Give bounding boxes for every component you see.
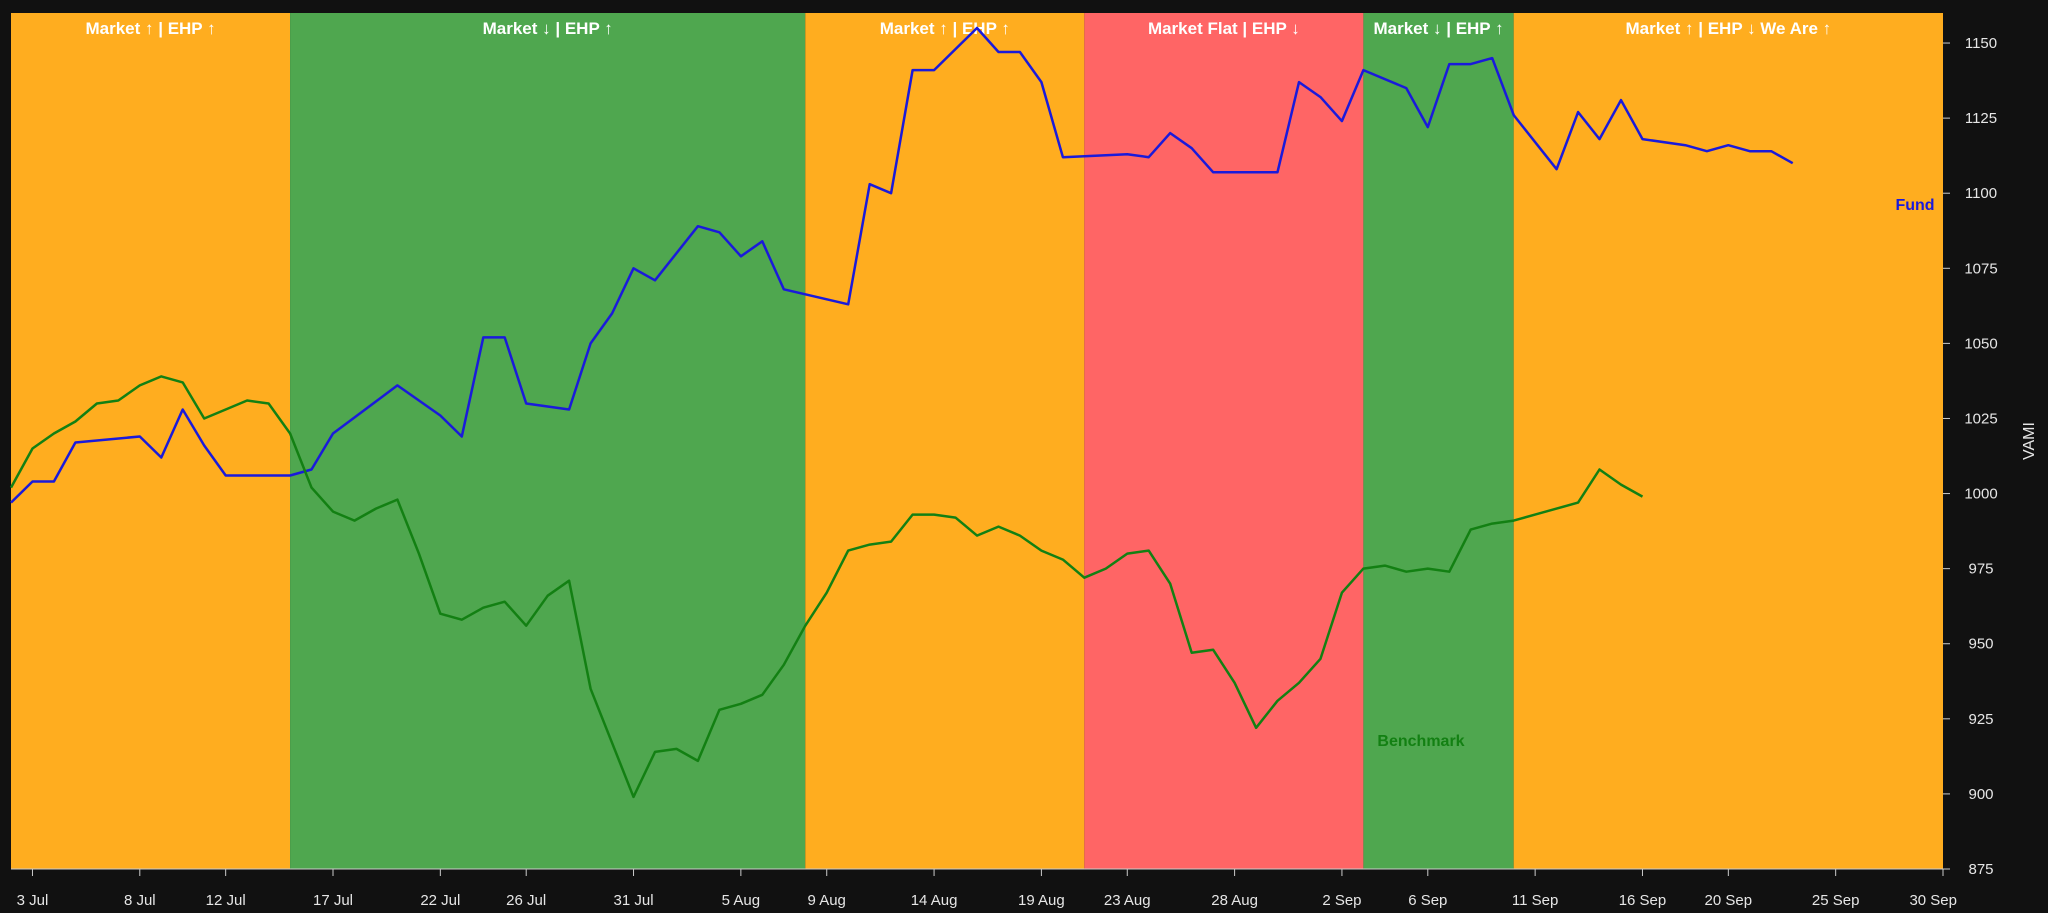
x-tick-label: 16 Sep	[1619, 892, 1667, 909]
y-tick-label: 1125	[1965, 110, 1997, 127]
regime-band-label-4: Market Flat | EHP ↓	[1148, 19, 1300, 38]
x-tick-label: 9 Aug	[808, 892, 846, 909]
fund-line	[10, 26, 1794, 504]
series-labels: Fund Benchmark	[1377, 197, 1934, 750]
y-tick-label: 975	[1968, 561, 1993, 578]
y-tick-label: 900	[1968, 786, 1993, 803]
x-tick-label: 14 Aug	[911, 892, 958, 909]
y-tick-label: 950	[1968, 636, 1993, 653]
y-tick-label: 1100	[1965, 185, 1997, 202]
fund-series-label: Fund	[1895, 197, 1934, 214]
y-axis: 875 900 925 950 975 1000 1025 1050 1075 1100 1125 1…	[1943, 35, 1998, 878]
regime-band-label-6: Market ↑ | EHP ↓ We Are ↑	[1625, 19, 1831, 38]
y-tick-label: 925	[1968, 711, 1993, 728]
x-tick-label: 26 Jul	[506, 892, 546, 909]
regime-band-3	[805, 13, 1085, 869]
series-lines	[9, 26, 1794, 799]
x-tick-label: 28 Aug	[1211, 892, 1258, 909]
x-tick-label: 5 Aug	[722, 892, 760, 909]
x-tick-label: 31 Jul	[614, 892, 654, 909]
regime-band-label-1: Market ↑ | EHP ↑	[85, 19, 215, 38]
x-tick-label: 11 Sep	[1512, 892, 1558, 909]
regime-band-1	[11, 13, 291, 869]
x-tick-label: 19 Aug	[1018, 892, 1065, 909]
x-tick-label: 17 Jul	[313, 892, 353, 909]
y-tick-label: 1075	[1964, 260, 1997, 277]
x-tick-label: 23 Aug	[1104, 892, 1151, 909]
y-tick-label: 1000	[1964, 486, 1997, 503]
x-tick-label: 30 Sep	[1909, 892, 1957, 909]
y-tick-label: 1025	[1964, 410, 1997, 427]
x-tick-label: 12 Jul	[206, 892, 246, 909]
x-tick-label: 22 Jul	[420, 892, 460, 909]
regime-band-labels: Market ↑ | EHP ↑ Market ↓ | EHP ↑ Market ↑…	[85, 19, 1831, 38]
regime-band-label-2: Market ↓ | EHP ↑	[483, 19, 613, 38]
regime-band-label-5: Market ↓ | EHP ↑	[1373, 19, 1503, 38]
benchmark-series-label: Benchmark	[1377, 733, 1464, 750]
y-axis-title: VAMI	[2021, 422, 2038, 460]
x-tick-label: 3 Jul	[17, 892, 49, 909]
y-tick-label: 1050	[1964, 335, 1997, 352]
y-tick-label: 1150	[1965, 35, 1997, 52]
regime-band-5	[1363, 13, 1514, 869]
regime-bands	[11, 13, 1943, 869]
x-axis: 3 Jul 8 Jul 12 Jul 17 Jul 22 Jul 26 Jul 31 Jul…	[11, 868, 1957, 909]
x-tick-label: 25 Sep	[1812, 892, 1860, 909]
regime-band-label-3: Market ↑ | EHP ↑	[880, 19, 1010, 38]
regime-band-2	[290, 13, 806, 869]
x-tick-label: 2 Sep	[1322, 892, 1361, 909]
benchmark-line	[9, 375, 1644, 799]
regime-band-4	[1084, 13, 1364, 869]
regime-band-6	[1513, 13, 1943, 869]
x-tick-label: 8 Jul	[124, 892, 156, 909]
x-tick-label: 20 Sep	[1705, 892, 1753, 909]
x-tick-label: 6 Sep	[1408, 892, 1447, 909]
y-tick-label: 875	[1968, 861, 1993, 878]
